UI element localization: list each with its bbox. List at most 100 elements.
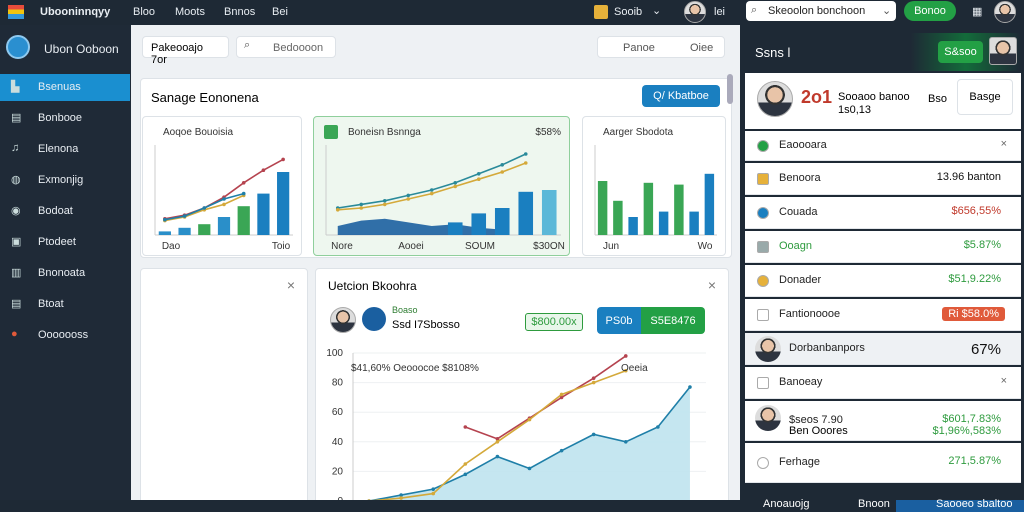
point [453, 181, 458, 185]
empty-card: × [140, 268, 308, 504]
panel-row: Fantionoooe Ri $58.0% [745, 299, 1021, 331]
row-label: Ben Ooores [789, 425, 848, 437]
nav-icon: ▥ [11, 267, 22, 279]
bottom-link[interactable]: Anoauojg [763, 498, 810, 510]
filter[interactable]: Panoe Oiee [597, 36, 725, 58]
value-badge: $800.00x [525, 313, 583, 331]
panel-row: Ferhage 271,5.87% [745, 443, 1021, 483]
bar [471, 213, 487, 235]
close[interactable]: × [707, 277, 716, 293]
nav-item[interactable]: Ooooooss [38, 329, 89, 341]
row-label: Donader [779, 274, 822, 286]
point [591, 376, 596, 380]
chart-title: Aarger Sbodota [603, 127, 673, 138]
row-value: $51,9.22% [948, 273, 1001, 285]
x-label: Wo [698, 241, 713, 252]
search-box[interactable]: Skeoolon bonchoon [746, 1, 896, 21]
panel-rows: Eaoooara × Benoora 13.96 banton Couada $656,5… [745, 131, 1021, 491]
point [527, 417, 532, 422]
nav-link[interactable]: Bloo [133, 6, 156, 18]
avatar [755, 336, 781, 362]
point [359, 206, 364, 210]
panel-row: Dorbanbanpors 67% [745, 333, 1021, 365]
bar [257, 193, 270, 235]
nav-item[interactable]: Elenona [38, 143, 79, 155]
nav-link[interactable]: Bei [272, 6, 288, 18]
avatar[interactable] [994, 1, 1016, 23]
row-value: $1,96%,583% [932, 425, 1002, 437]
input[interactable]: Pakeooajo 7or [142, 36, 229, 66]
bar [674, 184, 684, 235]
card-button[interactable]: Q/ Kbatboe [642, 85, 720, 107]
profile-line-value: Bso [928, 93, 947, 105]
panel-row: Couada $656,55% [745, 197, 1021, 229]
row-value[interactable]: × [1000, 375, 1007, 387]
chart-title: Aoqoe Bouoisia [163, 127, 233, 138]
nav-item[interactable]: Ptodeet [38, 236, 76, 248]
search[interactable]: Bedoooon [236, 36, 336, 58]
nav-item[interactable]: Btoat [38, 298, 64, 310]
row-value: 271,5.87% [948, 455, 1001, 467]
nav-icon: ◍ [11, 174, 21, 186]
row-label: Dorbanbanpors [789, 342, 865, 354]
point [453, 184, 458, 189]
toggle-left[interactable]: PS0b [597, 307, 641, 334]
avatar[interactable] [684, 1, 706, 23]
point [688, 385, 692, 389]
nav-item[interactable]: Bsenuas [38, 81, 81, 93]
panel-row: Benoora 13.96 banton [745, 163, 1021, 195]
x-label: Aooei [398, 241, 424, 252]
point [359, 202, 364, 207]
bottom-highlight [896, 500, 1024, 512]
nav-item[interactable]: Exmonjig [38, 174, 84, 186]
point [523, 152, 528, 156]
x-label: Dao [162, 241, 181, 252]
bar [643, 182, 654, 235]
nav-link[interactable]: Bnnos [224, 6, 256, 18]
point [463, 425, 468, 429]
nav-link[interactable]: Moots [175, 6, 205, 18]
nav-item[interactable]: Bnonoata [38, 267, 86, 279]
row-icon [757, 457, 769, 469]
bottom-link[interactable]: Saooeo sbaltoo [936, 498, 1013, 510]
row-label: $seos 7.90 [789, 414, 843, 426]
toggle-right[interactable]: S5E8476 [641, 307, 705, 334]
point [623, 440, 628, 444]
point [241, 191, 246, 196]
panel-header: Ssns l S&soo [745, 33, 1021, 71]
icon[interactable]: ▦ [972, 6, 983, 18]
top-bar: Ubooninnqyy Bloo Moots Bnnos Bei Sooib ⌄… [0, 0, 740, 25]
nav-item[interactable]: Bodoat [38, 205, 73, 217]
row-badge: Ri $58.0% [942, 307, 1005, 321]
close[interactable]: × [286, 277, 295, 293]
user-action[interactable]: lei [714, 6, 726, 18]
primary-button[interactable]: Bonoo [904, 1, 956, 21]
row-icon [757, 309, 769, 321]
point [261, 168, 266, 172]
row-icon [757, 241, 769, 253]
mini-chart: Boneisn Bsnnga $58% Nore Aooei SOUM $30ON [324, 125, 565, 252]
point [527, 466, 532, 471]
bar [277, 172, 290, 235]
row-value[interactable]: × [1000, 138, 1007, 150]
row-value: $601,7.83% [942, 413, 1001, 425]
legend: Oeeia [621, 363, 648, 374]
profile-action[interactable]: Basge [957, 79, 1013, 115]
badge-icon [362, 307, 386, 331]
logo: Ubooninnqyy [40, 6, 111, 18]
bar [613, 200, 623, 235]
point [623, 354, 628, 358]
panel-button[interactable]: S&soo [938, 41, 983, 63]
mini-chart-card: Aoqoe Bouoisia Dao Toio [142, 116, 302, 256]
nav-item[interactable]: Bonbooe [38, 112, 83, 124]
logo-icon [8, 5, 24, 19]
y-tick-label: 20 [332, 466, 344, 477]
mini-chart-card: Aarger Sbodota Jun Wo [582, 116, 726, 256]
nav-icon: ▣ [11, 236, 22, 248]
avatar [330, 307, 356, 333]
point [406, 197, 411, 201]
nav-icon: ▤ [11, 298, 22, 310]
user-name[interactable]: Sooib [614, 6, 643, 18]
bottom-link[interactable]: Bnoon [858, 498, 890, 510]
dropdown-caret[interactable]: ⌄ [652, 5, 662, 17]
